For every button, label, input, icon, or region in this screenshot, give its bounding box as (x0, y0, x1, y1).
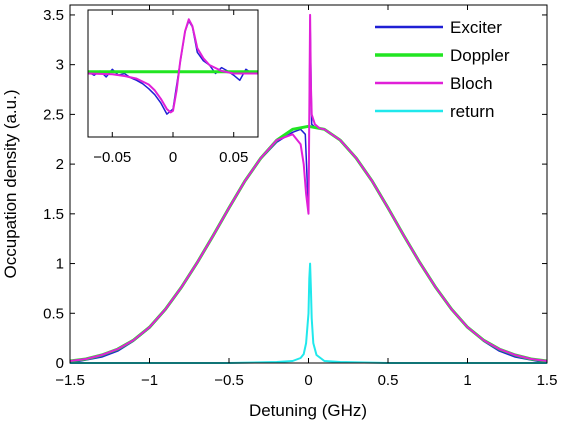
main-x-tick-label: −0.5 (214, 372, 244, 389)
legend: Exciter Doppler Bloch return (375, 18, 510, 121)
main-x-tick-label: 0 (304, 372, 312, 389)
inset-series-bloch (87, 18, 258, 114)
inset-x-tick-label: 0 (169, 149, 177, 166)
main-x-tick-label: −1 (141, 372, 158, 389)
main-ticks-group: −1.5 −1 −0.5 0 0.5 1 1.5 0 0.5 1 1.5 2 2.5 3 3.5 (43, 5, 557, 389)
main-series-bloch (69, 13, 548, 362)
main-x-tick-label: 0.5 (378, 372, 399, 389)
main-y-tick-label: 0.5 (43, 305, 64, 322)
main-y-tick-label: 1 (56, 256, 64, 273)
main-x-tick-label: 1 (463, 372, 471, 389)
main-x-tick-label: 1.5 (537, 372, 558, 389)
x-axis-label: Detuning (GHz) (249, 401, 367, 420)
main-series-return (70, 262, 547, 364)
main-series-group (69, 13, 548, 364)
inset-ticks-group: −0.05 0 0.05 (93, 10, 248, 166)
y-axis-label: Occupation density (a.u.) (1, 90, 20, 279)
main-y-tick-label: 2 (56, 156, 64, 173)
inset-x-tick-label: 0.05 (219, 149, 248, 166)
inset-x-tick-label: −0.05 (93, 149, 131, 166)
legend-label-exciter: Exciter (450, 18, 502, 37)
legend-label-bloch: Bloch (450, 74, 493, 93)
legend-label-doppler: Doppler (450, 46, 510, 65)
main-y-tick-label: 0 (56, 355, 64, 372)
main-y-tick-label: 3.5 (43, 7, 64, 24)
main-y-tick-label: 2.5 (43, 106, 64, 123)
inset-series-group (87, 18, 259, 115)
legend-label-return: return (450, 102, 494, 121)
main-y-tick-label: 3 (56, 57, 64, 74)
main-x-tick-label: −1.5 (55, 372, 85, 389)
main-y-tick-label: 1.5 (43, 206, 64, 223)
